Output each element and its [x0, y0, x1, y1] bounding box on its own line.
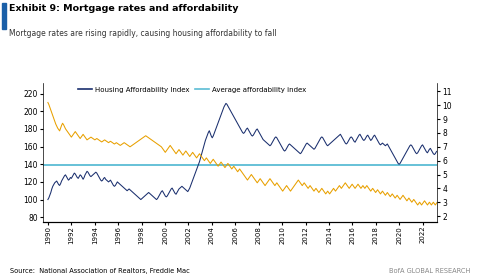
Text: Exhibit 9: Mortgage rates and affordability: Exhibit 9: Mortgage rates and affordabil…: [9, 4, 238, 13]
Text: Source:  National Association of Realtors, Freddie Mac: Source: National Association of Realtors…: [10, 268, 189, 274]
Legend: Housing Affordability Index, Average affordability index: Housing Affordability Index, Average aff…: [78, 87, 306, 93]
Text: Mortgage rates are rising rapidly, causing housing affordability to fall: Mortgage rates are rising rapidly, causi…: [9, 29, 276, 38]
Text: BofA GLOBAL RESEARCH: BofA GLOBAL RESEARCH: [389, 268, 470, 274]
